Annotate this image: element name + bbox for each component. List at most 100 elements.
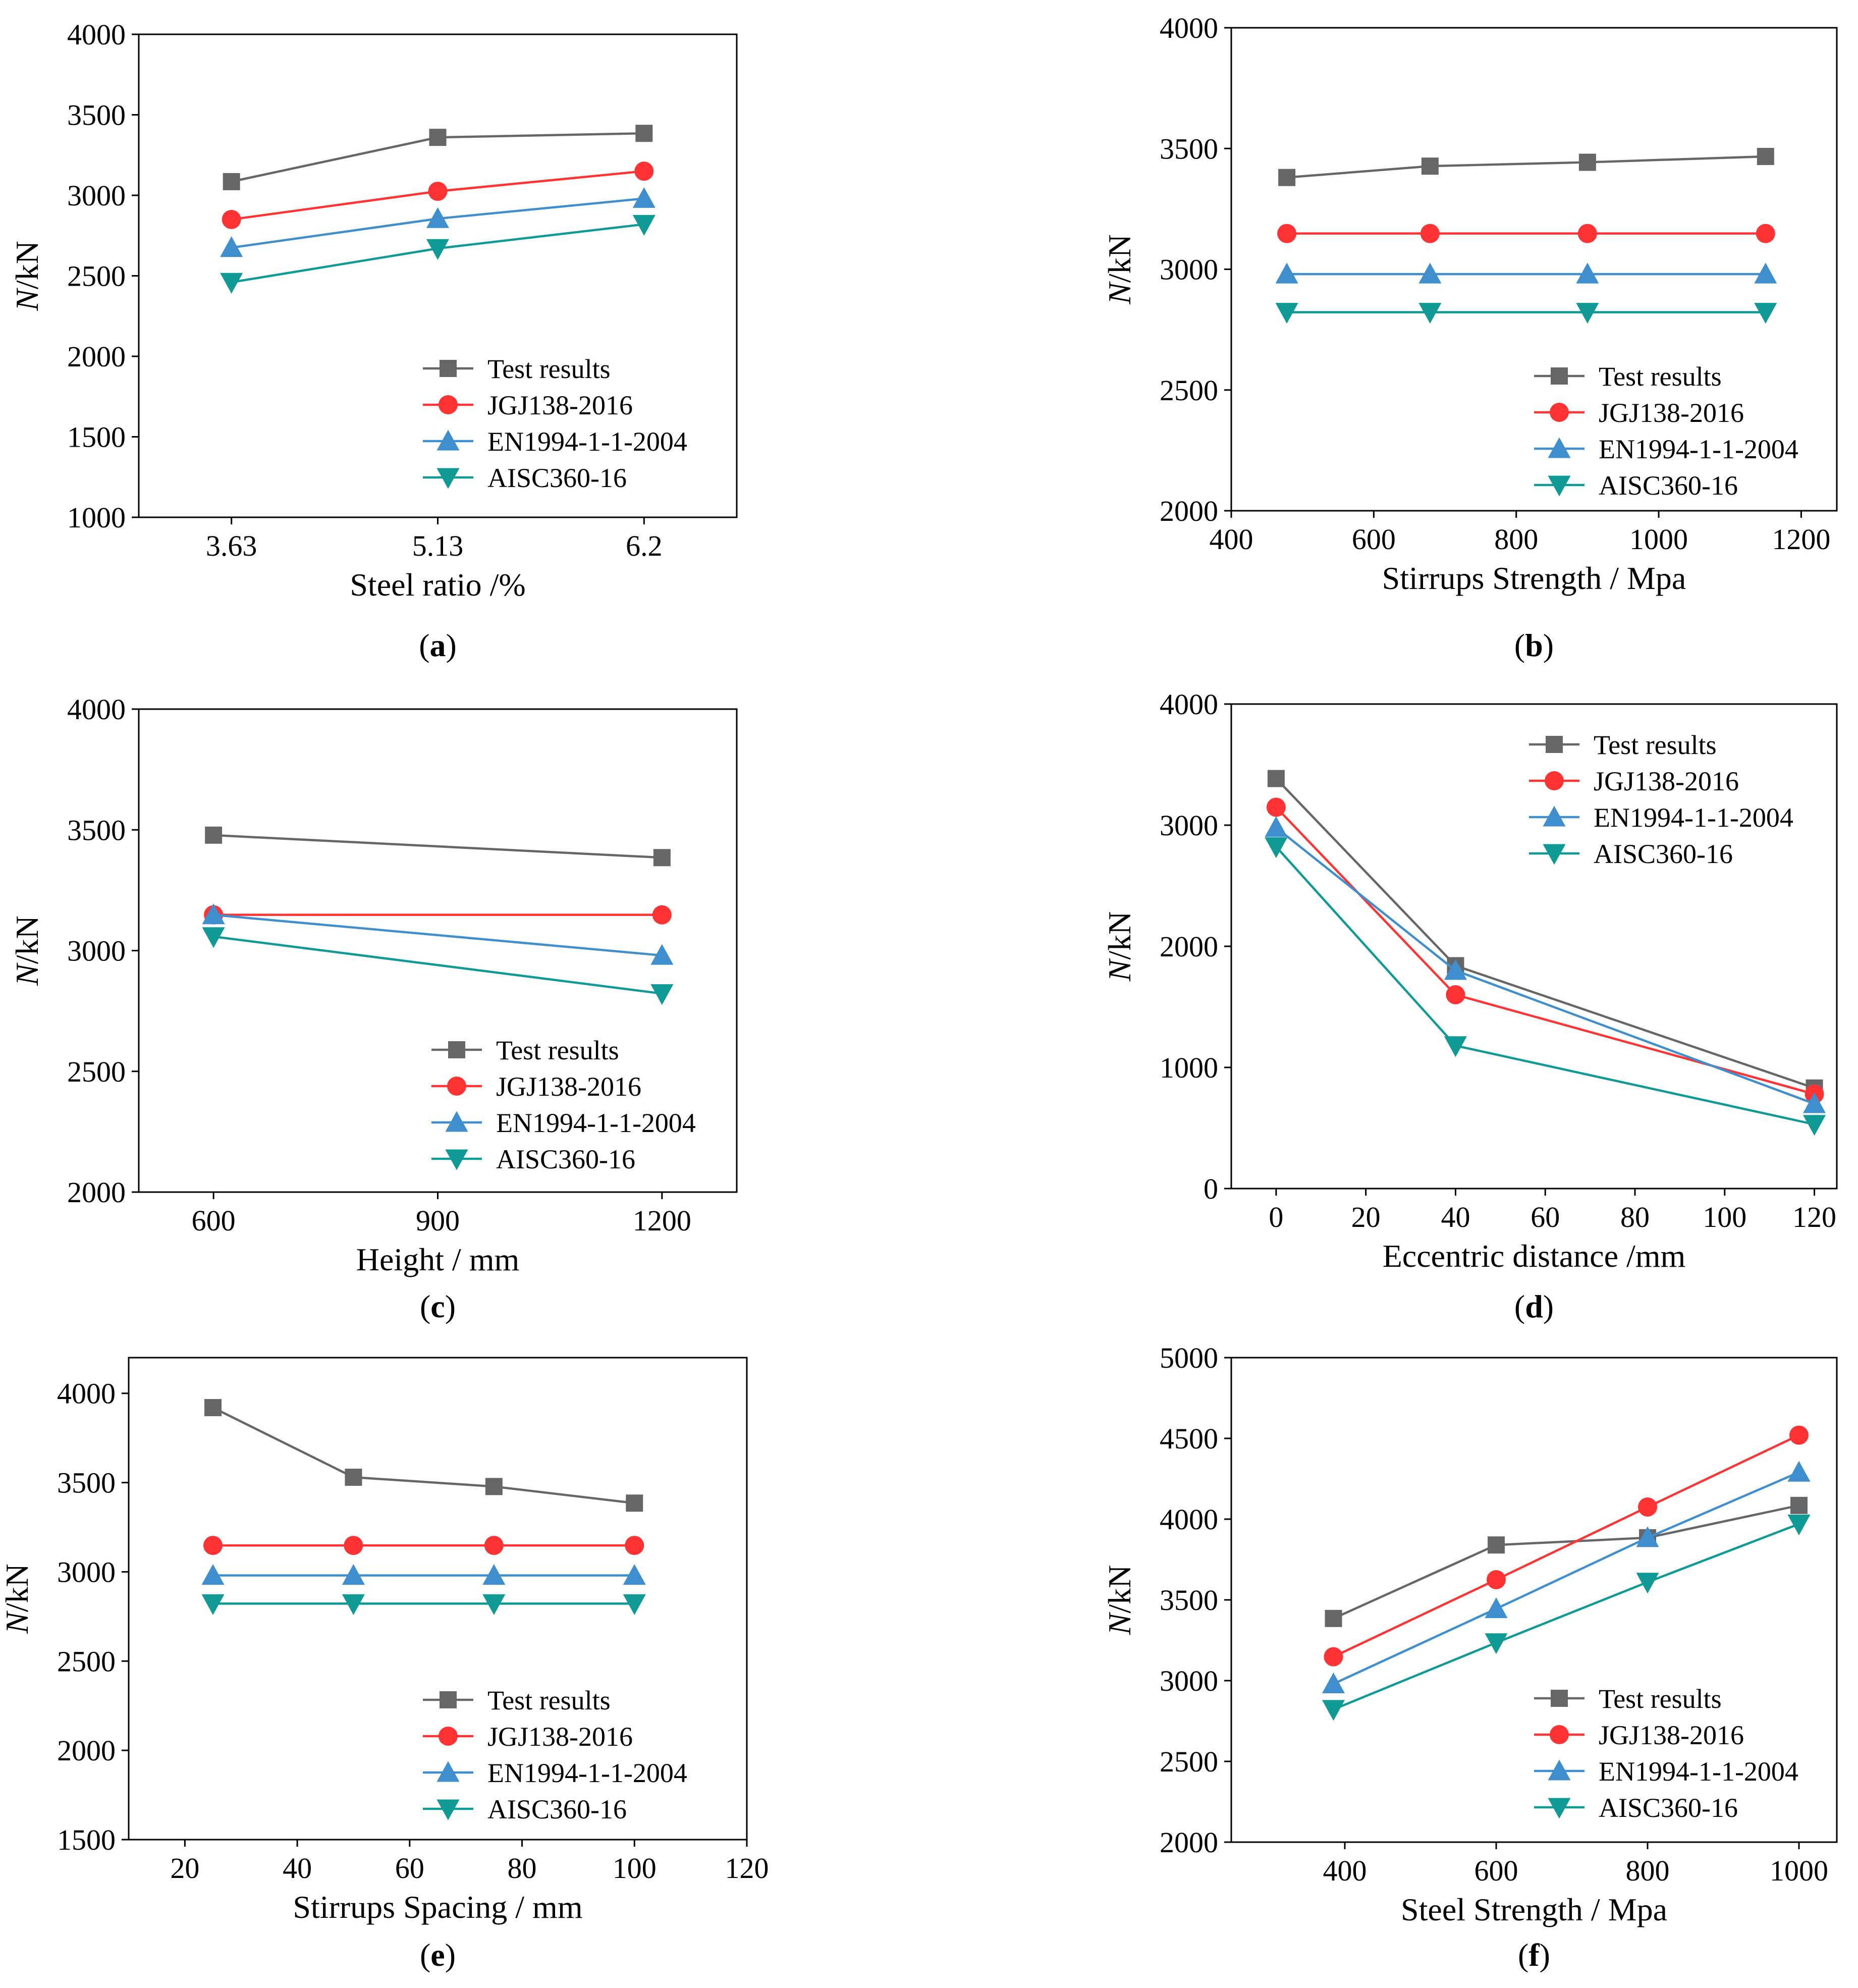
y-tick-label: 2000	[1160, 1826, 1218, 1859]
data-point	[220, 236, 243, 257]
series-line	[1333, 1504, 1799, 1620]
data-point	[1636, 1573, 1659, 1594]
legend-marker	[440, 1691, 457, 1708]
legend-entry-label: JGJ138-2016	[487, 390, 633, 420]
y-tick-label: 2000	[1160, 930, 1218, 963]
legend-entry-label: AISC360-16	[1594, 839, 1733, 869]
x-tick-label: 120	[1792, 1201, 1836, 1233]
data-point	[1756, 224, 1775, 243]
data-point	[1787, 1461, 1811, 1482]
data-point	[428, 182, 448, 201]
x-tick-label: 100	[613, 1852, 657, 1885]
data-point	[1275, 303, 1298, 324]
y-tick-label: 4000	[1160, 12, 1218, 44]
series-aisc360-16	[201, 1594, 646, 1615]
legend-marker	[447, 1077, 466, 1096]
series-en1994-1-1-2004	[202, 903, 674, 965]
plot-frame	[1230, 703, 1838, 1190]
data-point	[484, 1536, 504, 1555]
y-tick-label: 5000	[1160, 1341, 1218, 1374]
data-point	[635, 125, 653, 142]
data-point	[1488, 1536, 1505, 1554]
data-point	[202, 927, 225, 948]
y-tick-label: 2000	[57, 1734, 116, 1767]
y-tick-label: 3500	[67, 814, 126, 846]
series-en1994-1-1-2004	[201, 1564, 646, 1585]
plot-frame	[128, 1357, 748, 1841]
panel-label: (c)	[420, 1288, 456, 1324]
y-tick-label: 3000	[57, 1555, 116, 1588]
series-line	[212, 1407, 635, 1505]
x-tick-label: 0	[1269, 1201, 1283, 1233]
legend-marker	[439, 1727, 458, 1746]
legend-marker	[448, 1041, 465, 1058]
series-jgj138-2016	[1324, 1425, 1809, 1667]
series-jgj138-2016	[204, 905, 672, 925]
series-line	[1286, 155, 1766, 179]
legend-marker	[1551, 367, 1568, 385]
x-tick-label: 60	[395, 1852, 424, 1885]
legend-marker	[1545, 771, 1564, 790]
x-tick-label: 1200	[1772, 523, 1830, 556]
data-point	[482, 1594, 506, 1615]
data-point	[634, 162, 654, 181]
x-tick-label: 1000	[1770, 1854, 1828, 1887]
legend-marker	[1543, 844, 1566, 865]
data-point	[342, 1594, 365, 1615]
series-line	[1275, 846, 1815, 1125]
series-test-results	[204, 1399, 643, 1512]
data-point	[650, 984, 674, 1005]
data-point	[1446, 985, 1465, 1004]
legend: Test results JGJ138-2016 EN1994-1-1-2004 AI…	[1529, 730, 1793, 869]
data-point	[201, 1564, 225, 1585]
x-tick-label: 100	[1703, 1201, 1746, 1233]
series-jgj138-2016	[1277, 224, 1775, 243]
x-tick-label: 20	[170, 1852, 199, 1885]
x-tick-label: 6.2	[626, 529, 663, 562]
y-tick-label: 4000	[1160, 688, 1218, 721]
data-point	[1578, 153, 1596, 171]
x-tick-label: 80	[508, 1852, 537, 1885]
legend-marker	[445, 1111, 468, 1132]
series-test-results	[1278, 148, 1774, 186]
y-axis-title: N/kN	[1102, 1565, 1137, 1636]
data-point	[1789, 1425, 1809, 1445]
series-jgj138-2016	[1266, 797, 1824, 1104]
legend-entry-label: EN1994-1-1-2004	[1594, 802, 1793, 833]
legend-marker	[1546, 736, 1563, 753]
legend-marker	[1551, 1690, 1568, 1707]
data-point	[1277, 224, 1297, 243]
data-point	[426, 207, 450, 228]
y-tick-label: 2000	[1160, 495, 1218, 527]
x-axis-title: Eccentric distance /mm	[1383, 1238, 1686, 1274]
legend-entry-label: JGJ138-2016	[1594, 766, 1739, 796]
data-point	[1487, 1570, 1506, 1589]
y-tick-label: 2500	[1160, 1745, 1218, 1778]
data-point	[1754, 262, 1777, 284]
data-point	[1576, 262, 1599, 284]
x-axis-title: Steel ratio /%	[350, 567, 525, 603]
series-line	[213, 935, 663, 995]
series-aisc360-16	[1275, 303, 1777, 324]
data-point	[1638, 1497, 1657, 1517]
legend-marker	[445, 1149, 468, 1170]
data-point	[205, 826, 223, 844]
y-tick-label: 3000	[1160, 253, 1218, 286]
legend-marker	[1550, 1725, 1569, 1744]
x-tick-label: 5.13	[412, 529, 464, 562]
data-point	[1803, 1092, 1826, 1113]
legend-entry-label: EN1994-1-1-2004	[496, 1108, 696, 1138]
data-point	[632, 214, 655, 236]
y-tick-label: 2500	[67, 1055, 126, 1088]
x-axis-title: Height / mm	[356, 1242, 520, 1277]
data-point	[625, 1536, 644, 1555]
legend-marker	[436, 1761, 460, 1782]
data-point	[1275, 262, 1298, 284]
x-axis-title: Stirrups Strength / Mpa	[1382, 560, 1686, 596]
legend-marker	[439, 395, 458, 414]
data-point	[1485, 1597, 1508, 1619]
data-point	[1325, 1609, 1342, 1627]
legend-entry-label: AISC360-16	[496, 1144, 635, 1174]
x-tick-label: 40	[283, 1852, 312, 1885]
data-point	[204, 1399, 222, 1417]
